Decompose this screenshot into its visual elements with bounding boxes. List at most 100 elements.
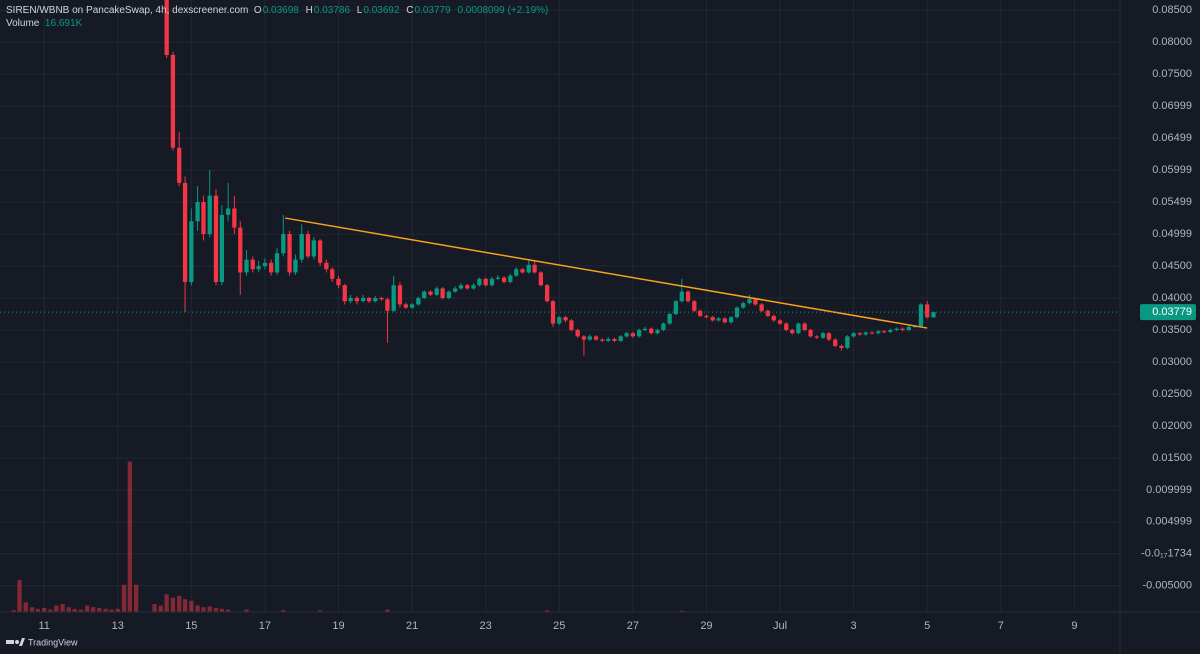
volume-value: 16.691K (44, 18, 83, 29)
candle-body (882, 331, 887, 333)
brand: TradingView (28, 637, 78, 647)
candle-body (710, 317, 715, 321)
y-tick-label: 0.07500 (1152, 68, 1192, 80)
candle-body (741, 303, 746, 308)
x-tick-label: 29 (700, 620, 712, 632)
volume-bar (66, 607, 71, 612)
candle-body (600, 339, 605, 341)
candle-body (826, 333, 832, 340)
candle-body (311, 240, 316, 257)
candle-body (876, 331, 881, 334)
candle-body (483, 278, 488, 286)
volume-bar (17, 580, 22, 612)
volume-key: Volume (6, 18, 40, 29)
candle-body (802, 323, 807, 330)
volume-bar (317, 610, 323, 612)
volume-bar (182, 599, 188, 612)
volume-bar (244, 609, 249, 612)
last-price-label: 0.03779 (1152, 306, 1192, 318)
volume-bar (78, 609, 84, 612)
candle-body (397, 285, 403, 305)
volume-bar (90, 607, 96, 612)
candle-body (857, 333, 863, 335)
candle-body (636, 329, 642, 337)
x-tick-label: 7 (998, 620, 1004, 632)
candle-body (366, 298, 372, 302)
volume-bar (158, 605, 163, 612)
candle-body (477, 278, 482, 286)
volume-bar (48, 609, 53, 612)
candle-body (330, 269, 335, 279)
volume-bar (385, 609, 390, 612)
candle-body (587, 336, 592, 340)
x-tick-label: 27 (627, 620, 639, 632)
candle-body (219, 214, 225, 283)
candle-body (900, 328, 905, 330)
candle-body (790, 329, 795, 334)
volume-bar (219, 608, 225, 612)
candle-body (201, 202, 206, 235)
candle-body (759, 304, 764, 311)
x-tick-label: 17 (259, 620, 271, 632)
ohlc-key: C (406, 5, 414, 16)
volume-bar (127, 461, 133, 612)
volume-bar (164, 594, 169, 612)
plot-area (0, 0, 1120, 612)
candle-body (698, 310, 703, 316)
logo-mark (19, 638, 25, 646)
volume-bar (189, 600, 194, 612)
volume-bar (54, 605, 59, 612)
y-tick-label: 0.06999 (1152, 100, 1192, 112)
candle-body (661, 323, 666, 330)
y-tick-label: 0.01500 (1152, 452, 1192, 464)
axes: 0.08500 0.08000 0.07500 0.06999 0.06499 0.059… (38, 4, 1196, 632)
candle-body (833, 339, 838, 346)
candle-body (753, 299, 758, 305)
ohlc-value: 0.03692 (363, 5, 400, 16)
candle-body (667, 313, 672, 324)
candle-body (207, 195, 212, 235)
candle-body (624, 333, 629, 337)
candle-body (722, 318, 727, 323)
y-tick-label: 0.04000 (1152, 292, 1192, 304)
volume-bar (225, 609, 231, 612)
candle-body (538, 272, 544, 286)
candle-body (630, 333, 635, 337)
candle-body (373, 298, 378, 302)
volume-bar (85, 605, 90, 612)
candle-body (170, 54, 176, 148)
volume-bar (35, 608, 41, 612)
candle-body (422, 291, 427, 299)
candle-body (845, 336, 850, 348)
candle-body (716, 318, 721, 321)
candle-body (501, 277, 507, 283)
y-tick-label: 0.05499 (1152, 196, 1192, 208)
y-tick-label: 0.04999 (1152, 228, 1192, 240)
candle-body (262, 262, 268, 267)
candle-body (471, 285, 476, 289)
candle-body (784, 323, 789, 330)
candle-body (869, 332, 875, 334)
candle-body (649, 328, 654, 334)
candle-body (348, 298, 353, 302)
candle-body (195, 202, 200, 222)
y-tick-label: 0.03000 (1152, 356, 1192, 368)
candle-body (704, 315, 709, 318)
volume-bar (72, 608, 77, 612)
volume-bar (679, 610, 684, 612)
y-tick-label: 0.004999 (1146, 516, 1192, 528)
candle-body (403, 304, 408, 308)
volume-bar (23, 602, 28, 612)
candle-body (446, 291, 452, 299)
candle-body (342, 285, 347, 302)
y-tick-label: 0.02500 (1152, 388, 1192, 400)
candle-body (287, 234, 292, 273)
candle-body (931, 312, 936, 318)
candle-body (250, 259, 255, 270)
legend-row: SIREN/WBNB on PancakeSwap, 4h, dexscreen… (6, 4, 552, 17)
y-tick-label: 0.04500 (1152, 260, 1192, 272)
candle-body (409, 304, 415, 308)
candle-body (391, 285, 396, 311)
y-tick-label: 0.08000 (1152, 36, 1192, 48)
